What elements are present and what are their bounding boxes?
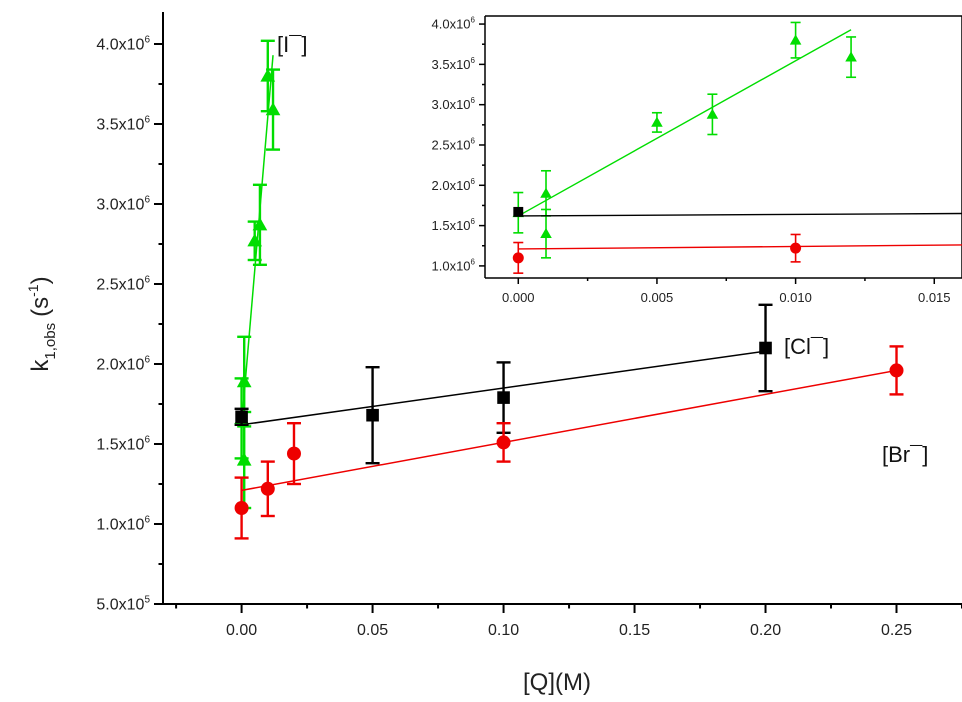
main-series-2-point: [260, 481, 275, 496]
main-y-tick-label-mantissa: 1.5x10: [96, 437, 144, 454]
inset-y-tick-label-exponent: 6: [471, 177, 476, 186]
inset-y-tick-label: 3.5x106: [432, 56, 476, 72]
main-series-0-point: [265, 102, 281, 116]
main-y-tick-label: 1.5x106: [96, 435, 150, 454]
main-series-2-point: [889, 363, 904, 378]
inset-y-tick-label-mantissa: 3.0x10: [432, 97, 471, 112]
main-y-tick-label: 1.0x106: [96, 515, 150, 534]
inset-x-tick-label: 0.010: [779, 290, 812, 305]
inset-series-2-point: [512, 252, 524, 264]
main-x-tick-label: 0.00: [226, 622, 257, 639]
inset-series-0-point: [540, 187, 552, 198]
main-y-tick-label-exponent: 6: [144, 275, 150, 286]
inset-series-1-point: [513, 206, 524, 217]
inset-y-tick-label-mantissa: 1.5x10: [432, 218, 471, 233]
main-y-tick-label-exponent: 6: [144, 435, 150, 446]
inset-y-tick-label-exponent: 6: [471, 217, 476, 226]
main-y-tick-label-mantissa: 4.0x10: [96, 37, 144, 54]
inset-x-tick-label: 0.005: [641, 290, 674, 305]
series-annotation: [Br¯]: [882, 442, 928, 467]
main-y-tick-label: 3.5x106: [96, 115, 150, 134]
main-series-0-point: [252, 217, 268, 231]
main-series-1-point: [759, 341, 772, 355]
main-x-tick-label: 0.20: [750, 622, 781, 639]
main-series-0-point: [247, 233, 263, 247]
y-axis-title-unit-pre: (s: [27, 297, 54, 317]
main-y-tick-label-exponent: 6: [144, 355, 150, 366]
inset-y-tick-label: 2.0x106: [432, 177, 476, 193]
inset-y-tick-label-mantissa: 3.5x10: [432, 57, 471, 72]
y-axis-title-unit-sup: -1: [25, 284, 41, 297]
series-annotation: [I¯]: [277, 32, 308, 57]
x-axis-title: [Q](M): [523, 669, 591, 696]
inset-y-tick-label: 1.5x106: [432, 217, 476, 233]
inset-series-0-point: [540, 227, 552, 239]
main-series-0-point: [236, 452, 252, 466]
inset-series-0-point: [651, 116, 663, 127]
inset-y-tick-label-mantissa: 1.0x10: [432, 258, 471, 273]
inset-y-tick-label-mantissa: 4.0x10: [432, 17, 471, 32]
main-y-tick-label-mantissa: 5.0x10: [96, 597, 144, 614]
main-series-2-fit-line: [241, 369, 897, 492]
main-x-tick-label: 0.05: [357, 622, 388, 639]
main-y-tick-label: 4.0x106: [96, 35, 150, 54]
inset-series-0-point: [789, 34, 802, 45]
y-axis-title: k1,obs (s-1): [25, 276, 59, 371]
main-y-tick-label: 2.0x106: [96, 355, 150, 374]
inset-y-tick-label-exponent: 6: [471, 257, 476, 266]
main-series-2-point: [286, 446, 301, 461]
inset-y-tick-label: 2.5x106: [432, 137, 476, 153]
y-axis-title-main: k: [27, 359, 54, 372]
main-y-tick-label-exponent: 6: [144, 115, 150, 126]
inset-y-tick-label: 1.0x106: [432, 257, 476, 273]
main-y-tick-label-mantissa: 2.0x10: [96, 357, 144, 374]
main-y-tick-label-mantissa: 2.5x10: [96, 277, 144, 294]
inset-y-tick-label: 4.0x106: [432, 16, 476, 32]
main-series-2-point: [234, 501, 249, 515]
inset-y-tick-label-exponent: 6: [471, 56, 476, 65]
inset-series-0-point: [845, 51, 857, 62]
main-y-tick-label-mantissa: 3.5x10: [96, 117, 144, 134]
main-series-2-point: [496, 435, 511, 450]
main-y-tick-label-exponent: 6: [144, 195, 150, 206]
inset-x-tick-label: 0.015: [918, 290, 951, 305]
main-y-tick-label: 5.0x105: [96, 595, 150, 614]
inset-y-tick-label: 3.0x106: [432, 96, 476, 112]
main-series-1-point: [235, 410, 248, 424]
main-x-tick-label: 0.25: [881, 622, 912, 639]
series-annotation: [Cl¯]: [784, 334, 829, 359]
inset-series-0-fit-line: [517, 29, 852, 217]
inset-y-tick-label-mantissa: 2.5x10: [432, 138, 471, 153]
main-series-0-point: [236, 374, 252, 388]
main-y-tick-label: 3.0x106: [96, 195, 150, 214]
main-y-tick-label-mantissa: 3.0x10: [96, 197, 144, 214]
main-x-tick-label: 0.15: [619, 622, 650, 639]
inset-plot: 0.000 0.005 0.010 0.0151.0x1061.5x1062.0x10…: [432, 15, 962, 305]
inset-series-2-point: [790, 242, 802, 254]
inset-series-2-fit-line: [518, 244, 962, 250]
y-axis-title-unit-post: ): [27, 276, 54, 284]
inset-y-tick-label-exponent: 6: [471, 137, 476, 146]
inset-y-tick-label-exponent: 6: [471, 96, 476, 105]
main-series-1-point: [366, 408, 379, 422]
y-axis-title-sub: 1,obs: [42, 323, 59, 360]
main-plot: 0.00 0.05 0.10 0.15 0.20 0.255.0x1051.0x1061.…: [96, 12, 962, 639]
main-y-tick-label-mantissa: 1.0x10: [96, 517, 144, 534]
main-y-tick-label-exponent: 5: [144, 595, 150, 606]
inset-series-0-point: [706, 108, 719, 119]
main-series-0-point: [260, 68, 276, 82]
main-y-tick-label-exponent: 6: [144, 515, 150, 526]
main-y-tick-label: 2.5x106: [96, 275, 150, 294]
inset-y-tick-label-mantissa: 2.0x10: [432, 178, 471, 193]
inset-x-tick-label: 0.000: [502, 290, 535, 305]
main-series-1-point: [497, 391, 510, 404]
inset-y-tick-label-exponent: 6: [471, 16, 476, 25]
inset-series-1-fit-line: [518, 212, 962, 217]
main-y-tick-label-exponent: 6: [144, 35, 150, 46]
main-x-tick-label: 0.10: [488, 622, 519, 639]
